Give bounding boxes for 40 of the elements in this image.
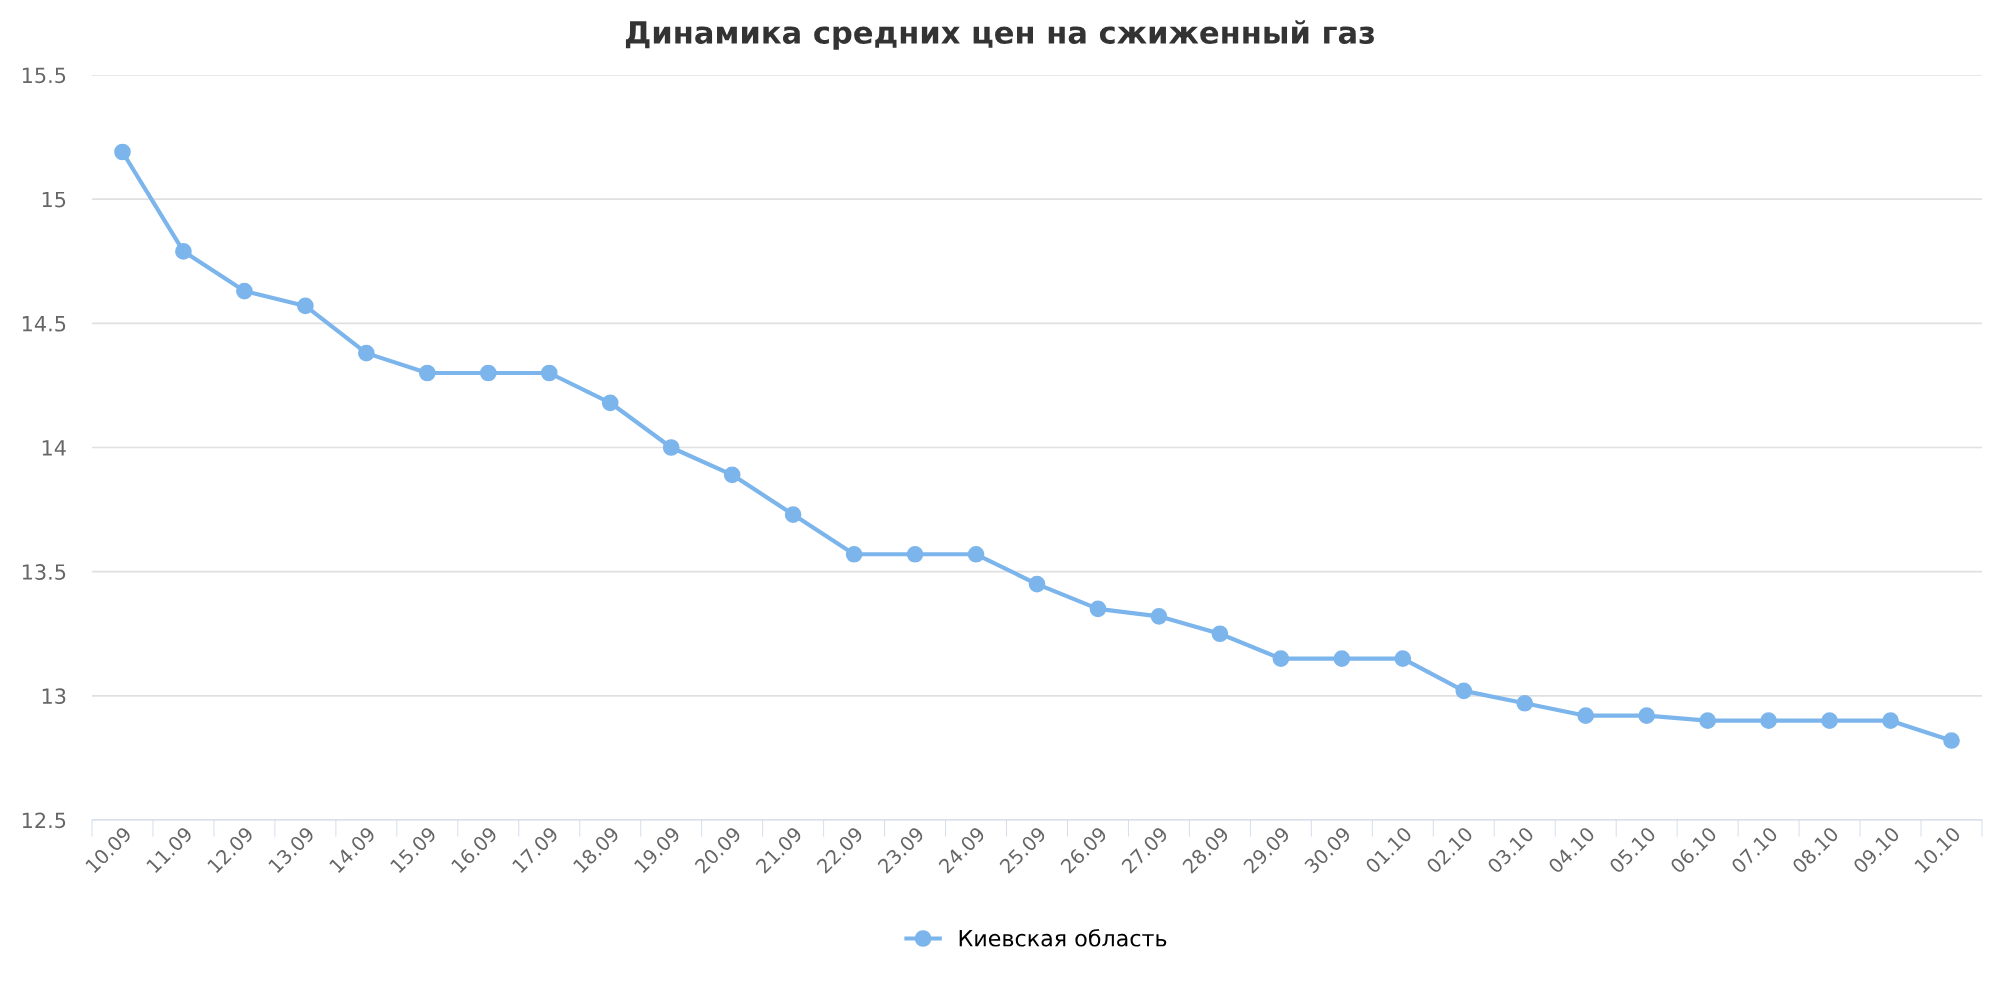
point	[358, 344, 375, 362]
point	[906, 545, 924, 563]
point	[1272, 650, 1290, 667]
point	[723, 466, 741, 484]
point	[1150, 608, 1168, 625]
y-tick-label: 12.5	[22, 812, 66, 829]
point	[1882, 712, 1899, 730]
point	[1638, 707, 1656, 725]
point	[418, 364, 436, 382]
y-tick-label: 13	[42, 688, 66, 705]
point	[601, 394, 619, 412]
legend-label: Киевская область	[959, 929, 1167, 947]
point	[114, 143, 131, 161]
y-tick-label: 15	[42, 191, 66, 208]
point	[1394, 650, 1412, 667]
y-tick-label: 13.5	[22, 564, 66, 580]
point	[1333, 650, 1351, 667]
y-tick-label: 14.5	[22, 316, 66, 332]
point	[297, 297, 314, 315]
point	[175, 242, 192, 260]
point	[967, 545, 985, 563]
point	[236, 282, 253, 300]
point	[1089, 600, 1107, 618]
point	[1211, 625, 1229, 643]
point	[1577, 707, 1595, 725]
point	[1699, 712, 1716, 730]
chart-title: Динамика средних цен на сжиженный газ	[625, 20, 1374, 50]
point	[479, 364, 497, 382]
point	[784, 506, 802, 523]
point	[1028, 575, 1046, 593]
y-tick-label: 15.5	[22, 67, 66, 84]
point	[1821, 712, 1838, 730]
y-tick-label: 14	[42, 440, 66, 456]
point	[662, 439, 680, 456]
point	[845, 545, 863, 563]
point	[1516, 694, 1534, 712]
point	[540, 364, 558, 382]
point	[1943, 732, 1960, 749]
point	[1455, 682, 1473, 700]
point	[1760, 712, 1777, 730]
